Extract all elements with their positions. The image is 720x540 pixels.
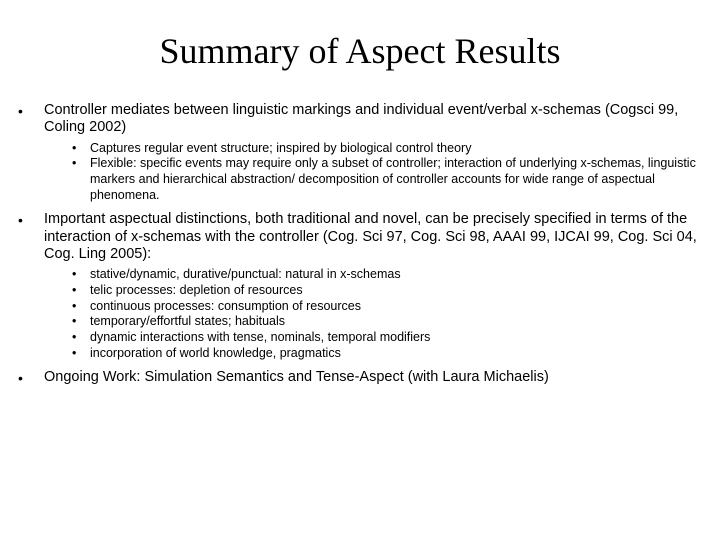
- sub-list-item: •stative/dynamic, durative/punctual: nat…: [72, 267, 710, 283]
- list-item: •Ongoing Work: Simulation Semantics and …: [10, 369, 710, 386]
- list-item-text: Controller mediates between linguistic m…: [44, 102, 710, 137]
- sub-list-item-text: continuous processes: consumption of res…: [90, 299, 710, 315]
- bullet-icon: •: [72, 267, 90, 283]
- list-item: •Important aspectual distinctions, both …: [10, 211, 710, 263]
- bullet-icon: •: [72, 299, 90, 315]
- bullet-icon: •: [72, 346, 90, 362]
- bullet-icon: •: [72, 314, 90, 330]
- list-item-text: Ongoing Work: Simulation Semantics and T…: [44, 369, 710, 386]
- bullet-icon: •: [72, 330, 90, 346]
- sub-list-item: •temporary/effortful states; habituals: [72, 314, 710, 330]
- sub-list: •Captures regular event structure; inspi…: [72, 141, 710, 204]
- sub-list-item-text: telic processes: depletion of resources: [90, 283, 710, 299]
- bullet-icon: •: [72, 141, 90, 157]
- sub-list-item-text: incorporation of world knowledge, pragma…: [90, 346, 710, 362]
- bullet-icon: •: [72, 283, 90, 299]
- bullet-icon: •: [10, 211, 44, 263]
- bullet-list: •Controller mediates between linguistic …: [10, 102, 710, 387]
- sub-list-item: •telic processes: depletion of resources: [72, 283, 710, 299]
- sub-list-item: •Captures regular event structure; inspi…: [72, 141, 710, 157]
- sub-list-item: •dynamic interactions with tense, nomina…: [72, 330, 710, 346]
- sub-list-item-text: dynamic interactions with tense, nominal…: [90, 330, 710, 346]
- sub-list-item: •incorporation of world knowledge, pragm…: [72, 346, 710, 362]
- sub-list-item: •continuous processes: consumption of re…: [72, 299, 710, 315]
- bullet-icon: •: [10, 369, 44, 386]
- list-item: •Controller mediates between linguistic …: [10, 102, 710, 137]
- sub-list-item-text: stative/dynamic, durative/punctual: natu…: [90, 267, 710, 283]
- sub-list: •stative/dynamic, durative/punctual: nat…: [72, 267, 710, 361]
- sub-list-item: •Flexible: specific events may require o…: [72, 156, 710, 203]
- bullet-icon: •: [10, 102, 44, 137]
- sub-list-item-text: Flexible: specific events may require on…: [90, 156, 710, 203]
- sub-list-item-text: Captures regular event structure; inspir…: [90, 141, 710, 157]
- slide-title: Summary of Aspect Results: [10, 30, 710, 72]
- list-item-text: Important aspectual distinctions, both t…: [44, 211, 710, 263]
- sub-list-item-text: temporary/effortful states; habituals: [90, 314, 710, 330]
- bullet-icon: •: [72, 156, 90, 203]
